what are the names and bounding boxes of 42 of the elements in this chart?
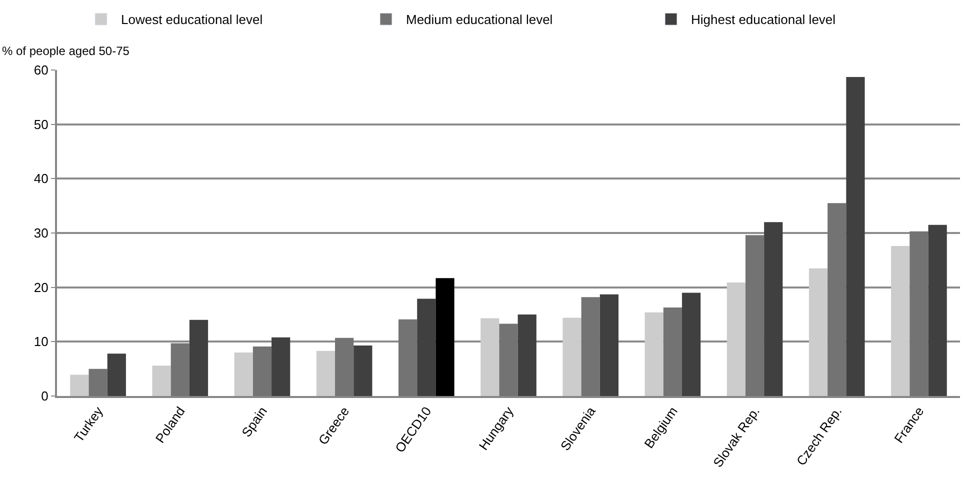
bar [910,231,928,396]
bar [252,346,272,396]
bar [107,354,126,396]
bar [518,314,536,396]
bar [745,235,764,396]
legend-label: Highest educational level [691,12,836,28]
bar [808,268,828,396]
bar [828,203,846,396]
y-tick-label: 0 [41,388,48,404]
y-tick-label: 30 [34,226,48,241]
legend-label: Lowest educational level [121,12,263,28]
bar [600,294,618,396]
bar [170,343,190,396]
y-tick-label: 20 [34,280,48,295]
bar [316,350,336,396]
bar [726,282,746,396]
y-tick-label: 10 [34,334,48,350]
bar [480,318,500,396]
y-tick-label: 50 [34,116,48,132]
bar [499,324,518,396]
bar [234,352,253,396]
bar [891,246,910,396]
legend-label: Medium educational level [406,12,553,28]
bar [562,318,582,396]
bar [581,297,600,396]
bar [88,368,108,396]
bar [644,312,664,396]
bar [70,374,89,396]
bar [272,337,290,396]
bar [436,278,454,396]
bar [152,366,171,396]
bar [663,307,682,396]
bar [764,222,783,396]
bar [928,224,947,396]
bar [189,320,208,396]
y-tick-label: 60 [34,62,48,78]
y-tick-label: 40 [34,171,48,186]
bar [846,77,865,396]
bar [354,345,372,396]
y-axis-title: % of people aged 50-75 [2,44,130,58]
bar [682,292,701,396]
bar [335,338,354,396]
